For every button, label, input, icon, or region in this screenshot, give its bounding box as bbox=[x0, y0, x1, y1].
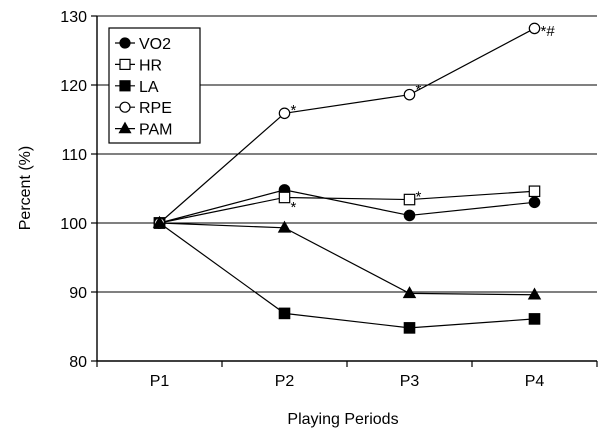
data-point-pam bbox=[402, 286, 417, 299]
data-point-pam bbox=[277, 220, 292, 233]
series-line-hr bbox=[159, 190, 535, 224]
legend-marker-pam bbox=[118, 121, 132, 134]
data-point-rpe bbox=[278, 107, 291, 120]
x-tick-label: P3 bbox=[400, 373, 420, 390]
legend-marker-hr bbox=[119, 58, 131, 71]
significance-marker: * bbox=[416, 81, 422, 98]
y-tick-label: 80 bbox=[69, 354, 87, 371]
y-axis-title: Percent (%) bbox=[17, 146, 34, 230]
y-tick-label: 100 bbox=[60, 216, 87, 233]
significance-marker: * bbox=[416, 188, 422, 205]
legend: VO2 HR LA RPE PAM bbox=[108, 27, 201, 144]
data-point-hr bbox=[278, 191, 291, 204]
data-point-pam bbox=[527, 287, 542, 300]
data-point-rpe bbox=[403, 88, 416, 101]
significance-marker: * bbox=[291, 102, 297, 119]
data-point-hr bbox=[403, 193, 416, 206]
data-point-vo2 bbox=[403, 209, 416, 222]
data-point-la bbox=[403, 322, 416, 334]
significance-marker: * bbox=[291, 199, 297, 216]
y-tick-label: 90 bbox=[69, 285, 87, 302]
data-point-la bbox=[528, 313, 541, 325]
series-group bbox=[152, 22, 542, 334]
legend-marker-vo2 bbox=[119, 37, 131, 49]
y-tick-label: 120 bbox=[60, 78, 87, 95]
x-axis-ticks: P1 P2 P3 P4 bbox=[96, 361, 598, 390]
legend-label-vo2: VO2 bbox=[139, 36, 171, 53]
legend-label-pam: PAM bbox=[139, 122, 172, 139]
y-tick-label: 110 bbox=[61, 147, 87, 164]
legend-label-la: LA bbox=[139, 79, 159, 96]
series-line-vo2 bbox=[159, 189, 535, 224]
significance-annotations: * * * * *# bbox=[291, 23, 556, 216]
data-point-hr bbox=[528, 185, 541, 198]
y-tick-label: 130 bbox=[60, 9, 87, 26]
legend-marker-rpe bbox=[119, 101, 131, 113]
legend-label-hr: HR bbox=[139, 57, 162, 74]
significance-marker: *# bbox=[541, 23, 556, 40]
series-line-rpe bbox=[159, 27, 535, 224]
x-tick-label: P2 bbox=[275, 373, 295, 390]
data-point-pam bbox=[152, 215, 167, 228]
series-line-la bbox=[159, 222, 535, 329]
legend-marker-la bbox=[119, 80, 131, 92]
x-axis-title: Playing Periods bbox=[287, 411, 398, 428]
data-point-vo2 bbox=[528, 196, 541, 209]
data-point-rpe bbox=[528, 22, 541, 35]
series-line-pam bbox=[159, 222, 535, 296]
x-tick-label: P4 bbox=[525, 373, 545, 390]
y-axis-ticks: 80 90 100 110 120 130 bbox=[60, 9, 97, 371]
legend-label-rpe: RPE bbox=[139, 100, 172, 117]
data-point-la bbox=[278, 307, 291, 320]
x-tick-label: P1 bbox=[150, 373, 170, 390]
